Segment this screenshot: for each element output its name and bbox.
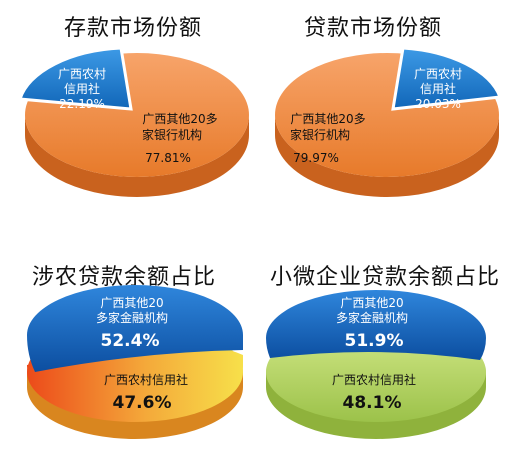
chart-1-label-others-1: 广西其他20多 bbox=[142, 112, 217, 126]
chart-1-slice-rcc bbox=[18, 46, 133, 111]
chart-2-title: 贷款市场份额 bbox=[304, 16, 443, 41]
chart-1-value-rcc: 22.19% bbox=[59, 97, 105, 111]
chart-4-value-green: 48.1% bbox=[343, 393, 402, 413]
chart-1-title: 存款市场份额 bbox=[64, 16, 203, 41]
chart-4-slice-green-side bbox=[266, 367, 486, 439]
chart-2-value-rcc: 20.03% bbox=[415, 97, 461, 111]
chart-1-value-others: 77.81% bbox=[145, 151, 191, 165]
chart-4-value-blue: 51.9% bbox=[345, 331, 404, 351]
chart-3-slice-blue bbox=[27, 285, 243, 372]
chart-4-title: 小微企业贷款余额占比 bbox=[270, 265, 501, 290]
chart-2-label-rcc-2: 信用社 bbox=[420, 81, 456, 96]
chart-3-value-blue: 52.4% bbox=[101, 331, 160, 351]
chart-3-slice-warm-side bbox=[27, 367, 243, 439]
chart-4-label-blue-2: 多家金融机构 bbox=[336, 310, 408, 325]
chart-1-slice-others-side bbox=[25, 115, 249, 197]
chart-2-label-rcc-1: 广西农村 bbox=[414, 67, 462, 81]
chart-4-label-blue-1: 广西其他20 bbox=[340, 296, 403, 310]
chart-4-label-green: 广西农村信用社 bbox=[332, 372, 416, 387]
chart-3-label-blue-1: 广西其他20 bbox=[100, 296, 163, 310]
chart-1-label-rcc-2: 信用社 bbox=[64, 81, 100, 96]
chart-4-slice-blue bbox=[266, 290, 486, 360]
chart-3-label-warm: 广西农村信用社 bbox=[104, 372, 188, 387]
chart-2-slice-rcc bbox=[391, 46, 503, 111]
chart-1-label-others-2: 家银行机构 bbox=[142, 127, 202, 142]
chart-2-label-others-2: 家银行机构 bbox=[290, 127, 350, 142]
chart-1-label-rcc-1: 广西农村 bbox=[58, 67, 106, 81]
chart-3-value-warm: 47.6% bbox=[113, 393, 172, 413]
chart-2-value-others: 79.97% bbox=[293, 151, 339, 165]
chart-2-label-others-1: 广西其他20多 bbox=[290, 112, 365, 126]
chart-2-slice-others-side bbox=[275, 115, 499, 197]
chart-3-label-blue-2: 多家金融机构 bbox=[96, 310, 168, 325]
